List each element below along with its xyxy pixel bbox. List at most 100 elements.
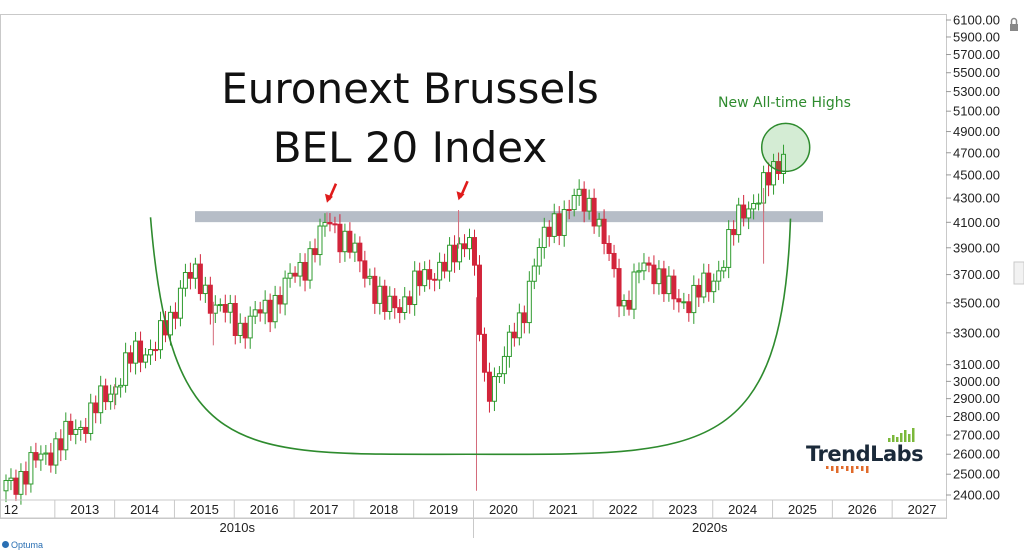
y-tick-label: 3500.00 [953,295,1000,310]
x-tick-label: 2023 [668,502,697,517]
candle-body [596,218,602,227]
candle-body [372,275,378,304]
candle-body [486,371,492,402]
candle-body [297,261,303,277]
y-tick-label: 5900.00 [953,29,1000,44]
brand-dash [841,466,844,469]
candle-body [511,331,517,339]
candle-body [267,299,273,323]
candle-body [521,312,527,324]
y-tick-label: 4100.00 [953,215,1000,230]
candle-body [422,269,428,287]
candle-body [73,428,79,435]
candle-body [148,349,154,356]
candle-body [666,275,672,295]
optuma-icon [2,541,9,548]
candle-body [551,213,557,237]
candle-body [262,299,268,314]
candle-body [237,322,243,337]
candle-body [501,355,507,375]
candle-body [676,298,682,303]
candle-body [327,221,333,225]
y-tick-label: 6100.00 [953,13,1000,28]
brand-logo: TrendLabs [806,442,924,466]
y-tick-label: 2600.00 [953,447,1000,462]
y-tick-label: 2900.00 [953,391,1000,406]
candle-body [781,153,787,175]
candle-body [93,402,99,414]
candle-body [143,354,149,363]
candle-body [491,376,497,402]
footer-provider: Optuma [2,540,43,550]
candle-body [771,161,777,186]
brand-bar [888,438,891,442]
brand-bar [892,435,895,442]
y-tick-label: 2700.00 [953,428,1000,443]
candle-body [23,471,29,485]
candle-body [731,229,737,236]
brand-dash [866,466,869,473]
candle-body [671,275,677,300]
brand-dash [856,466,859,469]
candle-body [452,244,458,263]
candle-body [33,452,39,461]
candle-body [536,247,542,267]
resistance-band [195,211,823,223]
candle-body [277,294,283,305]
candle-body [317,225,323,256]
x-tick-label: 2014 [130,502,159,517]
candle-body [352,242,358,253]
candle-body [407,296,413,306]
candle-body [701,272,707,298]
candle-body [437,261,443,281]
candle-body [576,188,582,196]
all-time-high-circle [760,122,811,173]
candle-body [526,280,532,324]
cup-arc [149,217,792,456]
footer-provider-label: Optuma [11,540,44,550]
candle-body [387,295,393,312]
x-tick-label: 2020 [489,502,518,517]
candle-body [138,340,144,363]
candle-body [621,299,627,307]
candle-body [332,223,338,226]
brand-dash [831,466,834,471]
candle-body [157,320,163,351]
candle-body [417,270,423,287]
candle-body [153,349,159,352]
candle-body [342,230,348,253]
candle-body [362,260,368,279]
candle-body [432,278,438,281]
candle-body [591,197,597,227]
y-tick-label: 5100.00 [953,104,1000,119]
x-tick-label: 12 [4,502,18,517]
candle-body [402,296,408,313]
brand-bar [900,433,903,442]
candle-body [133,340,139,364]
x-tick-label: 2027 [908,502,937,517]
candle-body [546,226,552,237]
candle-body [18,471,24,495]
candle-body [63,420,69,451]
candle-body [197,263,203,295]
candle-body [661,268,667,295]
candle-body [476,264,482,335]
candle-body [217,304,223,307]
candle-body [641,262,647,272]
lock-shackle [1010,17,1018,24]
y-tick-label: 5500.00 [953,65,1000,80]
x-tick-label: 2018 [369,502,398,517]
candle-body [496,373,502,378]
y-tick-label: 4300.00 [953,191,1000,206]
candle-body [13,477,19,495]
candle-body [616,268,622,307]
candle-body [467,237,473,250]
y-tick-label: 5700.00 [953,47,1000,62]
x-tick-label: 2024 [728,502,757,517]
candle-body [706,272,712,293]
candle-body [606,242,612,254]
candle-body [307,248,313,281]
candle-body [28,452,34,485]
x-tick-label: 2026 [848,502,877,517]
